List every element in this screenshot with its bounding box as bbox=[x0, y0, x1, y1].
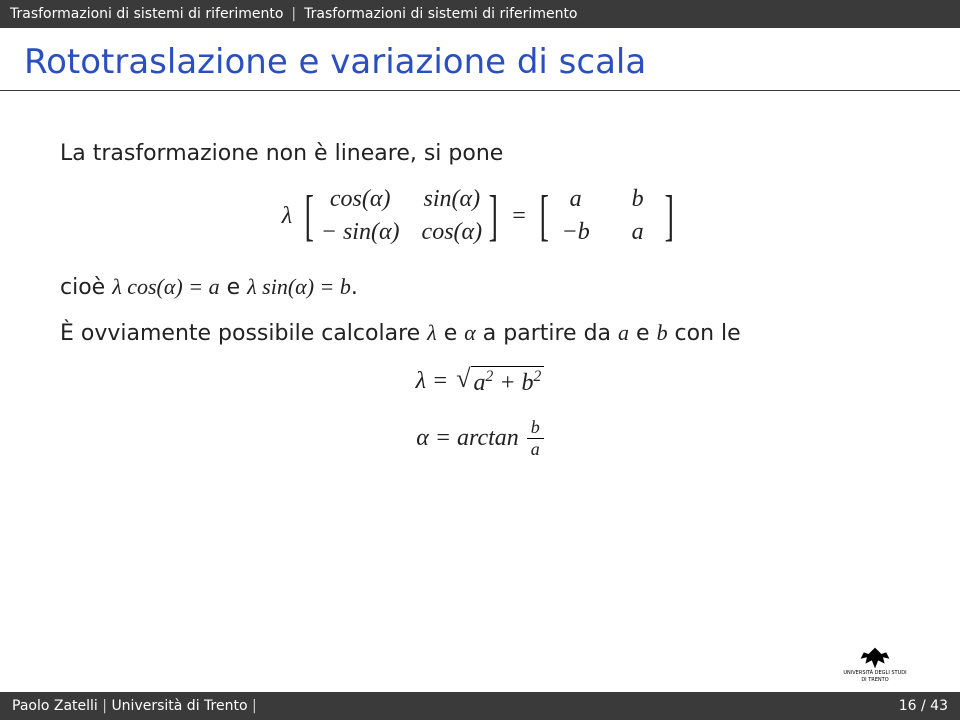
matrix-equation: λ [ cos(α) sin(α) − sin(α) cos(α) ] = [ … bbox=[60, 186, 900, 246]
footer: Paolo Zatelli | Università di Trento | 1… bbox=[0, 692, 960, 720]
page-title: Rototraslazione e variazione di scala bbox=[0, 28, 960, 90]
breadcrumb-item-2: Trasformazioni di sistemi di riferimento bbox=[304, 6, 577, 22]
breadcrumb-sep: | bbox=[291, 6, 296, 22]
lambda-symbol: λ bbox=[282, 203, 292, 230]
alpha-formula: α = arctan b a bbox=[60, 417, 900, 460]
lambda-formula: λ = √ a2 + b2 bbox=[60, 366, 900, 397]
logo-text-1: UNIVERSITÀ DEGLI STUDI bbox=[843, 671, 906, 677]
ab-matrix: [ a b −b a ] bbox=[535, 186, 678, 246]
intro-text: La trasformazione non è lineare, si pone bbox=[60, 141, 900, 166]
footer-author: Paolo Zatelli bbox=[12, 698, 98, 714]
breadcrumb-item-1: Trasformazioni di sistemi di riferimento bbox=[10, 6, 283, 22]
logo-text-2: DI TRENTO bbox=[861, 678, 888, 684]
footer-affiliation: Università di Trento bbox=[111, 698, 247, 714]
equals-sign: = bbox=[511, 203, 527, 230]
inverse-line: È ovviamente possibile calcolare λ e α a… bbox=[60, 320, 900, 346]
page-number: 16 / 43 bbox=[899, 698, 948, 714]
eagle-icon bbox=[859, 646, 891, 670]
university-logo: UNIVERSITÀ DEGLI STUDI DI TRENTO bbox=[0, 646, 960, 692]
footer-sep-1: | bbox=[102, 698, 107, 714]
rotation-matrix: [ cos(α) sin(α) − sin(α) cos(α) ] bbox=[300, 186, 503, 246]
slide-content: La trasformazione non è lineare, si pone… bbox=[0, 91, 960, 646]
breadcrumb: Trasformazioni di sistemi di riferimento… bbox=[0, 0, 960, 28]
definition-line: cioè λ cos(α) = a e λ sin(α) = b. bbox=[60, 274, 900, 300]
footer-sep-2: | bbox=[252, 698, 257, 714]
